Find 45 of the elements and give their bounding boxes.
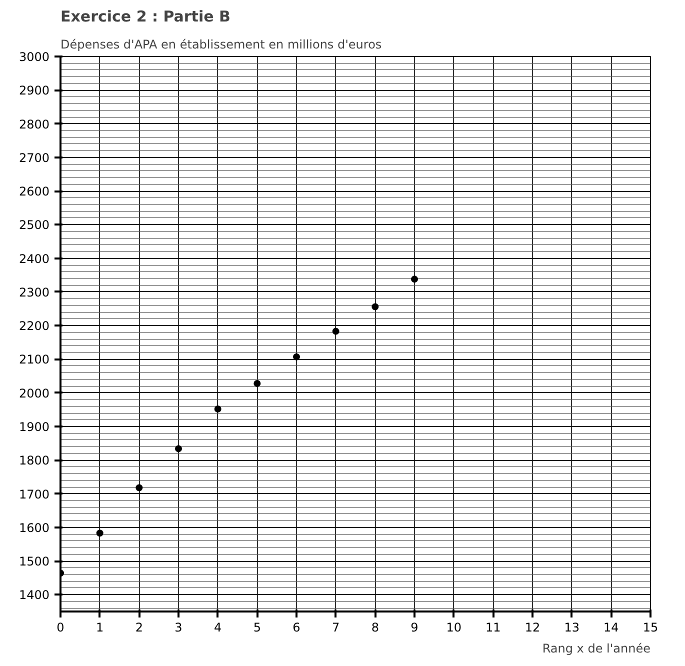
y-tick-label: 1800 (18, 454, 50, 468)
y-axis-title: Dépenses d'APA en établissement en millions d'euros (60, 38, 382, 52)
x-tick-label: 13 (564, 620, 580, 634)
x-tick-label: 4 (214, 620, 222, 634)
x-tick-label: 3 (174, 620, 182, 634)
x-tick-label: 5 (253, 620, 261, 634)
y-tick-label: 3000 (18, 50, 50, 64)
chart-title: Exercice 2 : Partie B (60, 8, 230, 26)
x-axis-title: Rang x de l'année (542, 642, 651, 656)
y-tick-label: 1500 (18, 554, 50, 569)
y-tick-label: 2800 (18, 117, 50, 132)
y-tick-label: 2200 (18, 319, 50, 334)
y-tick-label: 1700 (18, 487, 50, 502)
y-tick-label: 2900 (18, 84, 50, 98)
x-tick-label: 6 (292, 620, 300, 634)
point (96, 530, 104, 537)
y-tick-label: 1400 (18, 588, 50, 602)
y-tick-label: 2100 (18, 352, 50, 367)
point (175, 445, 182, 452)
y-tick-label: 2500 (18, 218, 50, 232)
point (411, 276, 418, 283)
y-tick-label: 1900 (18, 420, 50, 434)
y-tick-label: 2400 (18, 252, 50, 266)
x-tick-label: 7 (332, 620, 340, 634)
x-tick-label: 8 (371, 620, 379, 634)
y-tick-label: 1600 (18, 520, 50, 535)
point (293, 353, 300, 360)
point (372, 303, 379, 310)
x-tick-label: 0 (56, 620, 64, 634)
y-tick-label: 2700 (18, 150, 50, 165)
point (136, 484, 143, 492)
x-tick-label: 10 (446, 620, 462, 634)
y-tick-label: 2600 (18, 184, 50, 199)
x-tick-label: 12 (524, 620, 540, 634)
point (214, 406, 222, 413)
y-tick-label: 2300 (18, 285, 50, 300)
x-tick-label: 11 (486, 620, 501, 634)
x-tick-label: 15 (642, 620, 658, 634)
x-tick-label: 2 (135, 620, 143, 634)
point (254, 380, 261, 387)
x-tick-label: 9 (410, 620, 418, 634)
x-tick-label: 1 (96, 620, 104, 634)
point (332, 328, 340, 335)
y-tick-label: 2000 (18, 386, 50, 400)
x-tick-label: 14 (604, 620, 619, 634)
